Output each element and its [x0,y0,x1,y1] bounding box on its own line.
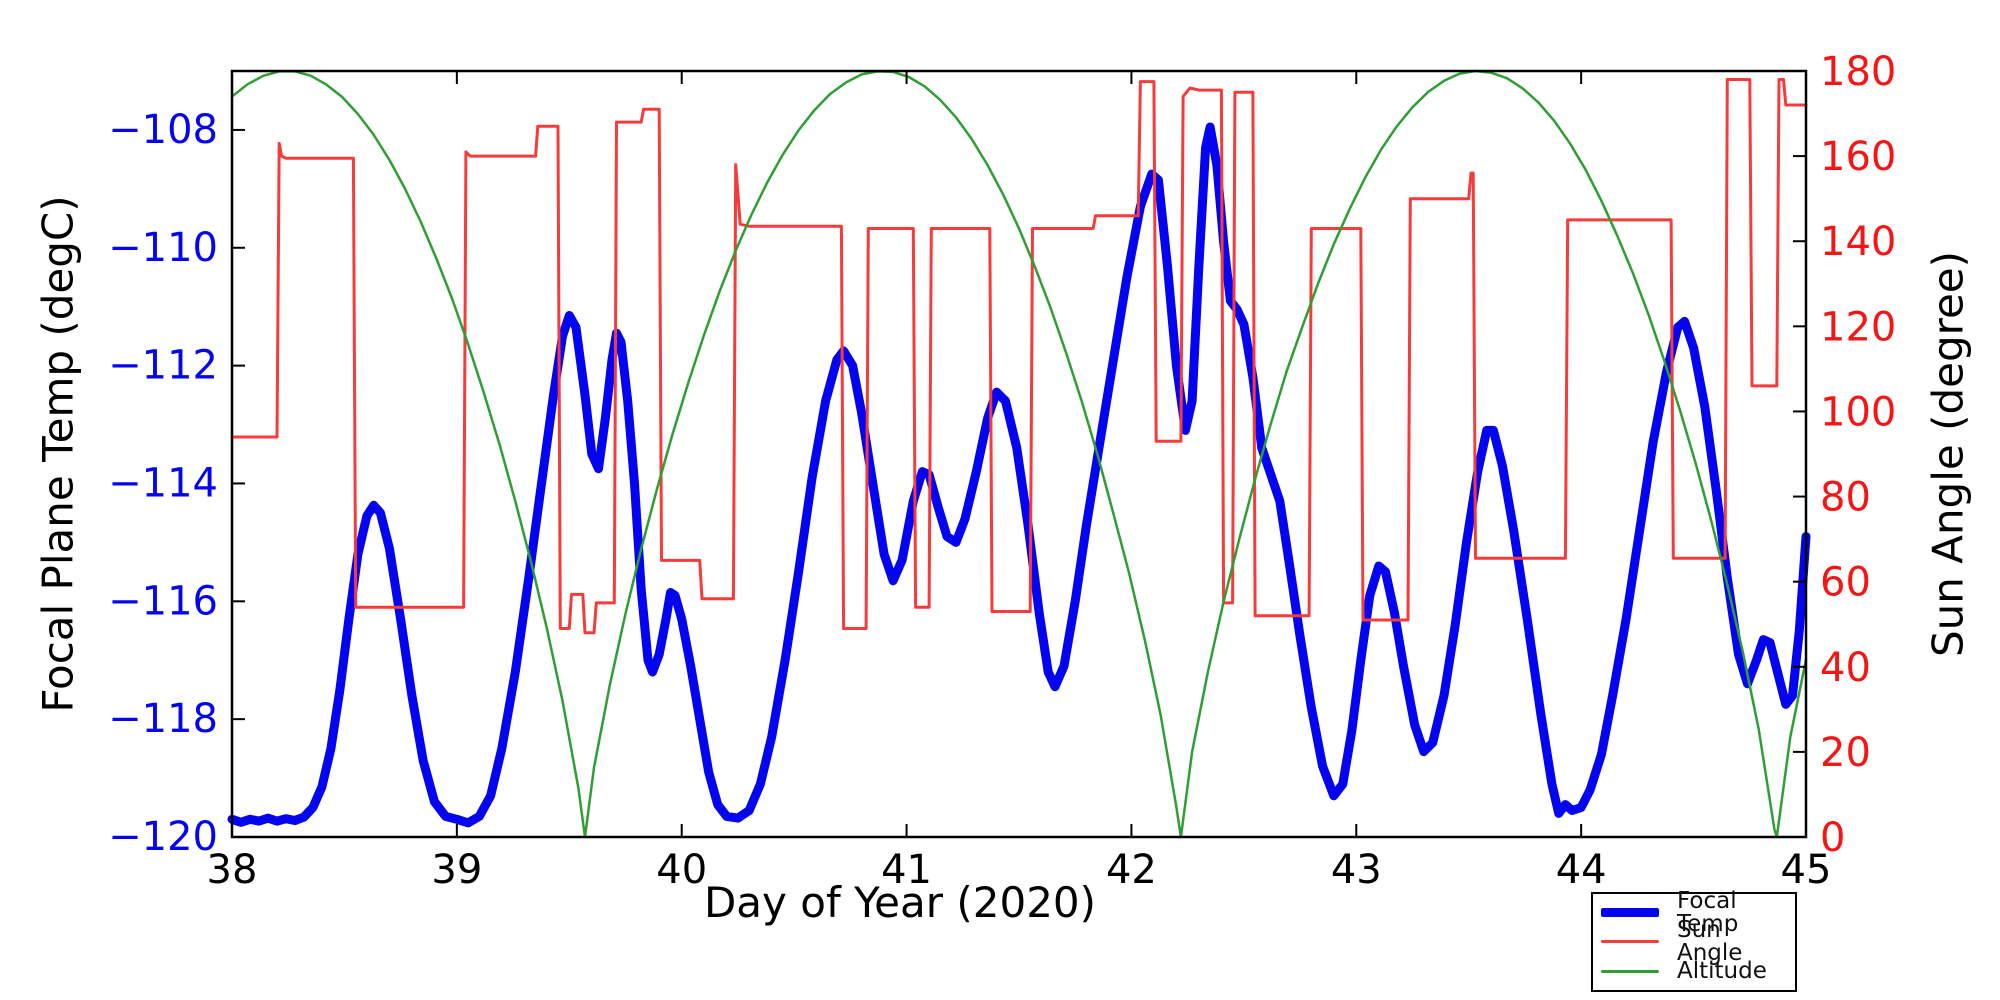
x-tick-label: 44 [1556,847,1607,893]
x-tick-label: 39 [431,847,482,893]
y-left-tick-label: −118 [108,696,218,742]
x-tick-label: 40 [656,847,707,893]
legend-item-altitude: Altitude [1601,957,1787,985]
legend-line-sample [1601,969,1659,973]
legend-label: Sun Angle [1677,916,1743,966]
legend-line-sample [1601,940,1659,944]
x-tick-label: 41 [881,847,932,893]
y-left-tick-label: −112 [108,343,218,389]
y-left-tick-label: −114 [108,460,218,506]
legend-label: Focal Temp [1677,887,1739,937]
y-right-tick-label: 20 [1820,730,1871,776]
sun-angle-line [230,78,1808,635]
x-tick-label: 43 [1331,847,1382,893]
y-right-tick-label: 0 [1820,815,1845,861]
x-tick-label: 42 [1106,847,1157,893]
y-right-tick-label: 140 [1820,219,1896,265]
legend-item-focal-temp: Focal Temp [1601,889,1787,935]
y-right-tick-label: 120 [1820,304,1896,350]
y-right-tick-label: 100 [1820,389,1896,435]
y-left-tick-label: −110 [108,225,218,271]
y-right-tick-label: 60 [1820,560,1871,606]
x-tick-label: 38 [207,847,258,893]
y-right-tick-label: 180 [1820,49,1896,95]
y-left-tick-label: −120 [108,814,218,860]
y-right-tick-label: 40 [1820,645,1871,691]
x-axis-title: Day of Year (2020) [703,878,1097,927]
y-right-tick-label: 80 [1820,475,1871,521]
y-left-tick-label: −108 [108,107,218,153]
y-left-tick-label: −116 [108,578,218,624]
legend-item-sun-angle: Sun Angle [1601,918,1787,964]
y-right-axis-title: Sun Angle (degree) [1923,250,1973,658]
altitude-line [230,69,1808,839]
legend-line-sample [1601,908,1659,918]
y-right-tick-label: 160 [1820,134,1896,180]
legend-label: Altitude [1677,957,1767,984]
y-left-axis-title: Focal Plane Temp (degC) [33,195,83,713]
focal-temp-line [227,122,1811,828]
x-tick-label: 45 [1781,847,1832,893]
legend: Focal Temp Sun Angle Altitude [1591,889,1797,992]
axes-frame [230,69,1808,839]
